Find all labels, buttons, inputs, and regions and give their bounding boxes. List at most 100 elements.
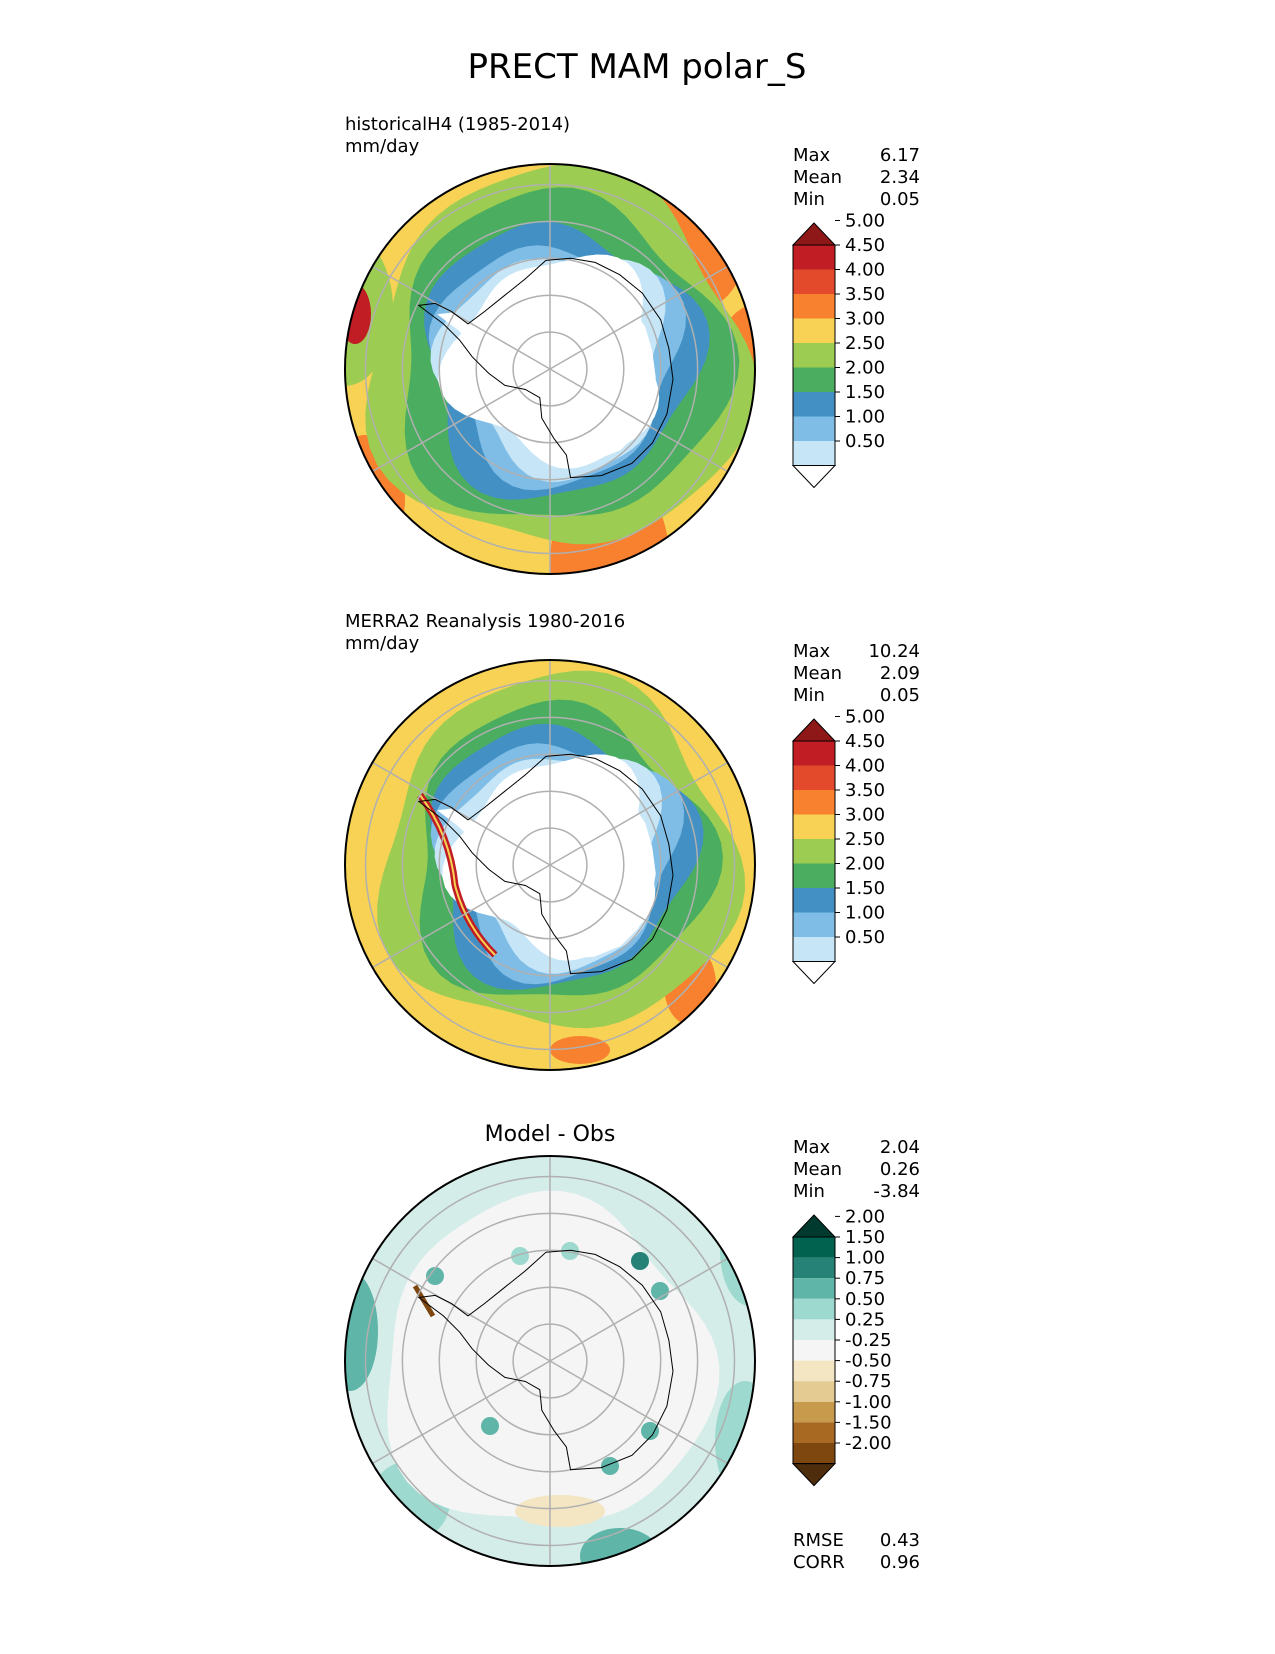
- colorbar-segment: [793, 1298, 835, 1320]
- interior-dry-zone: [437, 273, 656, 463]
- colorbar-segment: [793, 416, 835, 441]
- colorbar-tick-label: 0.50: [845, 927, 885, 948]
- stat-label: Mean: [793, 663, 842, 684]
- metric-rmse: RMSE 0.43: [793, 1530, 920, 1551]
- colorbar-tick-label: 1.00: [845, 407, 885, 428]
- polar-map: [344, 659, 756, 1071]
- antarctic-coastline: [417, 257, 674, 479]
- meridian-line: [372, 265, 551, 370]
- meridian-line: [549, 368, 728, 473]
- meridian-line: [549, 864, 728, 969]
- colorbar-tick-label: 0.50: [845, 431, 885, 452]
- colorbar-tick-label: -2.00: [845, 1433, 892, 1454]
- stat-label: Min: [793, 189, 825, 210]
- colorbar-tick-label: 5.00: [845, 211, 885, 232]
- interior-dry-zone: [437, 769, 656, 959]
- colorbar-tick-label: 0.50: [845, 1289, 885, 1310]
- colorbar-tick-label: -0.25: [845, 1330, 892, 1351]
- meridian-line: [372, 1360, 551, 1465]
- stat-mean: Mean 2.09: [793, 663, 920, 684]
- diff-patch: [580, 1528, 660, 1566]
- colorbar-tick-label: -1.00: [845, 1392, 892, 1413]
- meridian-line: [549, 1360, 728, 1465]
- colorbar-tick-label: 5.00: [845, 707, 885, 728]
- panel-test: historicalH4 (1985-2014) mm/day Max 6.17…: [344, 114, 920, 575]
- panel-title: historicalH4 (1985-2014): [345, 114, 570, 135]
- panel-units: mm/day: [345, 633, 420, 654]
- colorbar-tick-label: 2.00: [845, 1206, 885, 1227]
- metric-corr: CORR 0.96: [793, 1552, 920, 1573]
- stat-min: Min 0.05: [793, 189, 920, 210]
- colorbar-tick-label: -0.75: [845, 1371, 892, 1392]
- colorbar-tick-label: 1.00: [845, 1248, 885, 1269]
- colorbar-segment: [793, 343, 835, 368]
- colorbar-segment: [793, 765, 835, 790]
- stat-min: Min -3.84: [793, 1181, 920, 1202]
- stat-label: Max: [793, 1137, 831, 1158]
- colorbar-tick-label: 3.50: [845, 780, 885, 801]
- diff-patch: [641, 1422, 659, 1440]
- colorbar-segment: [793, 741, 835, 766]
- stat-value: -3.84: [873, 1181, 920, 1202]
- colorbar: 0.50 1.00 1.50 2.00 2.50 3.00 3.50 4.00 4.50 5.00: [791, 707, 885, 985]
- polar-map: [344, 163, 756, 575]
- stat-max: Max 10.24: [793, 641, 920, 662]
- colorbar-tick-label: 2.00: [845, 854, 885, 875]
- colorbar-segment: [793, 367, 835, 392]
- figure-title: PRECT MAM polar_S: [468, 47, 807, 87]
- colorbar-extend-min: [791, 1463, 837, 1487]
- precip-patch: [550, 1036, 610, 1064]
- antarctic-coastline: [417, 1249, 674, 1471]
- diff-patch: [426, 1267, 444, 1285]
- colorbar-segment: [793, 1278, 835, 1299]
- diff-patch: [481, 1417, 499, 1435]
- metric-label: CORR: [793, 1552, 845, 1573]
- metric-value: 0.43: [880, 1530, 920, 1551]
- stat-value: 0.26: [880, 1159, 920, 1180]
- colorbar-tick-label: 1.50: [845, 1227, 885, 1248]
- colorbar-frame: [792, 740, 836, 962]
- map-boundary: [344, 163, 756, 575]
- colorbar-tick-label: 2.50: [845, 333, 885, 354]
- meridian-line: [372, 864, 551, 969]
- coastline-path: [417, 753, 674, 975]
- stat-value: 6.17: [880, 145, 920, 166]
- colorbar-tick-label: 0.25: [845, 1309, 885, 1330]
- colorbar-segment: [793, 1319, 835, 1340]
- colorbar-segment: [793, 790, 835, 815]
- colorbar-segment: [793, 318, 835, 343]
- stat-mean: Mean 2.34: [793, 167, 920, 188]
- colorbar-segment: [793, 1443, 835, 1464]
- colorbar-tick-label: 4.50: [845, 731, 885, 752]
- metric-label: RMSE: [793, 1530, 844, 1551]
- colorbar-segment: [793, 245, 835, 270]
- colorbar-extend-max: [791, 718, 837, 742]
- colorbar-tick-label: 1.00: [845, 903, 885, 924]
- colorbar: 0.50 1.00 1.50 2.00 2.50 3.00 3.50 4.00 4.50 5.00: [791, 211, 885, 489]
- stat-label: Max: [793, 145, 831, 166]
- diff-patch: [345, 1271, 378, 1391]
- stat-label: Min: [793, 685, 825, 706]
- stat-max: Max 6.17: [793, 145, 920, 166]
- colorbar-tick-label: 2.50: [845, 829, 885, 850]
- stat-label: Mean: [793, 167, 842, 188]
- meridian-line: [549, 761, 728, 866]
- colorbar-tick-label: 1.50: [845, 382, 885, 403]
- panel-diff: Model - Obs Max 2.04 Mean 0.26 Min -3.84…: [344, 1122, 920, 1573]
- stat-value: 2.34: [880, 167, 920, 188]
- colorbar-extend-min: [791, 465, 837, 489]
- panel-units: mm/day: [345, 136, 420, 157]
- precip-patch: [345, 284, 371, 344]
- colorbar-tick-label: 2.00: [845, 358, 885, 379]
- stat-mean: Mean 0.26: [793, 1159, 920, 1180]
- lat-lon-grid: [364, 164, 736, 574]
- lat-lon-grid: [364, 660, 736, 1070]
- diff-patch: [715, 1381, 755, 1501]
- meridian-line: [372, 761, 551, 866]
- colorbar-tick-label: 4.00: [845, 260, 885, 281]
- stat-max: Max 2.04: [793, 1137, 920, 1158]
- colorbar-tick-label: 1.50: [845, 878, 885, 899]
- stat-value: 0.05: [880, 685, 920, 706]
- stat-value: 2.09: [880, 663, 920, 684]
- coastline-path: [417, 1249, 674, 1471]
